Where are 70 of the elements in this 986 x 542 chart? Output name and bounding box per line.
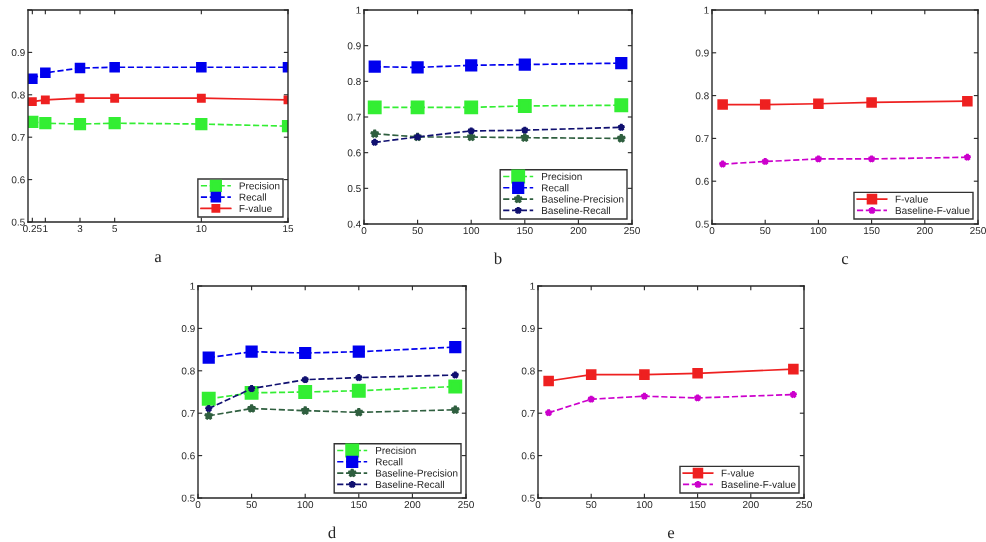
point — [204, 404, 214, 413]
point — [201, 391, 216, 406]
point — [586, 394, 596, 404]
text: b — [493, 252, 502, 265]
point — [28, 97, 37, 107]
point — [544, 408, 553, 417]
point — [718, 159, 727, 168]
point — [789, 390, 798, 399]
text: e — [667, 530, 675, 539]
point — [585, 369, 597, 380]
point — [411, 61, 424, 74]
point — [410, 100, 425, 115]
point — [813, 98, 824, 110]
point — [300, 375, 310, 384]
text: a — [154, 254, 162, 263]
point — [298, 385, 313, 399]
point — [519, 132, 530, 143]
point — [615, 57, 628, 70]
point — [196, 61, 207, 73]
point — [369, 128, 380, 139]
point — [354, 373, 364, 382]
text: c — [841, 256, 849, 265]
point — [299, 346, 312, 360]
point — [814, 154, 823, 163]
point — [196, 93, 206, 103]
point — [40, 67, 51, 79]
point — [543, 375, 554, 387]
point — [759, 99, 771, 110]
point — [108, 117, 121, 130]
point — [867, 154, 876, 163]
point — [28, 73, 38, 84]
point — [517, 99, 532, 113]
point — [693, 393, 702, 402]
point — [520, 125, 530, 135]
point — [109, 61, 120, 73]
point — [245, 345, 258, 358]
point — [450, 404, 461, 415]
point — [616, 133, 627, 143]
point — [247, 384, 256, 393]
point — [616, 122, 626, 132]
point — [614, 98, 629, 113]
point — [518, 58, 531, 71]
point — [448, 379, 463, 394]
point — [370, 137, 380, 147]
point — [368, 60, 381, 73]
point — [75, 93, 85, 103]
point — [465, 59, 478, 72]
point — [464, 100, 479, 115]
point — [300, 405, 311, 416]
point — [74, 62, 86, 74]
point — [203, 410, 214, 421]
point — [692, 368, 703, 379]
point — [39, 117, 52, 130]
point — [367, 100, 382, 115]
point — [246, 403, 257, 414]
point — [352, 345, 365, 358]
point — [351, 383, 366, 398]
point — [110, 93, 120, 103]
point — [760, 157, 770, 166]
point — [40, 95, 50, 105]
point — [717, 99, 728, 110]
point — [449, 340, 462, 354]
point — [195, 117, 208, 131]
point — [962, 95, 973, 107]
point — [788, 363, 799, 375]
point — [73, 117, 87, 131]
point — [202, 351, 215, 364]
text: d — [328, 526, 336, 539]
point — [639, 369, 650, 380]
point — [866, 97, 877, 108]
